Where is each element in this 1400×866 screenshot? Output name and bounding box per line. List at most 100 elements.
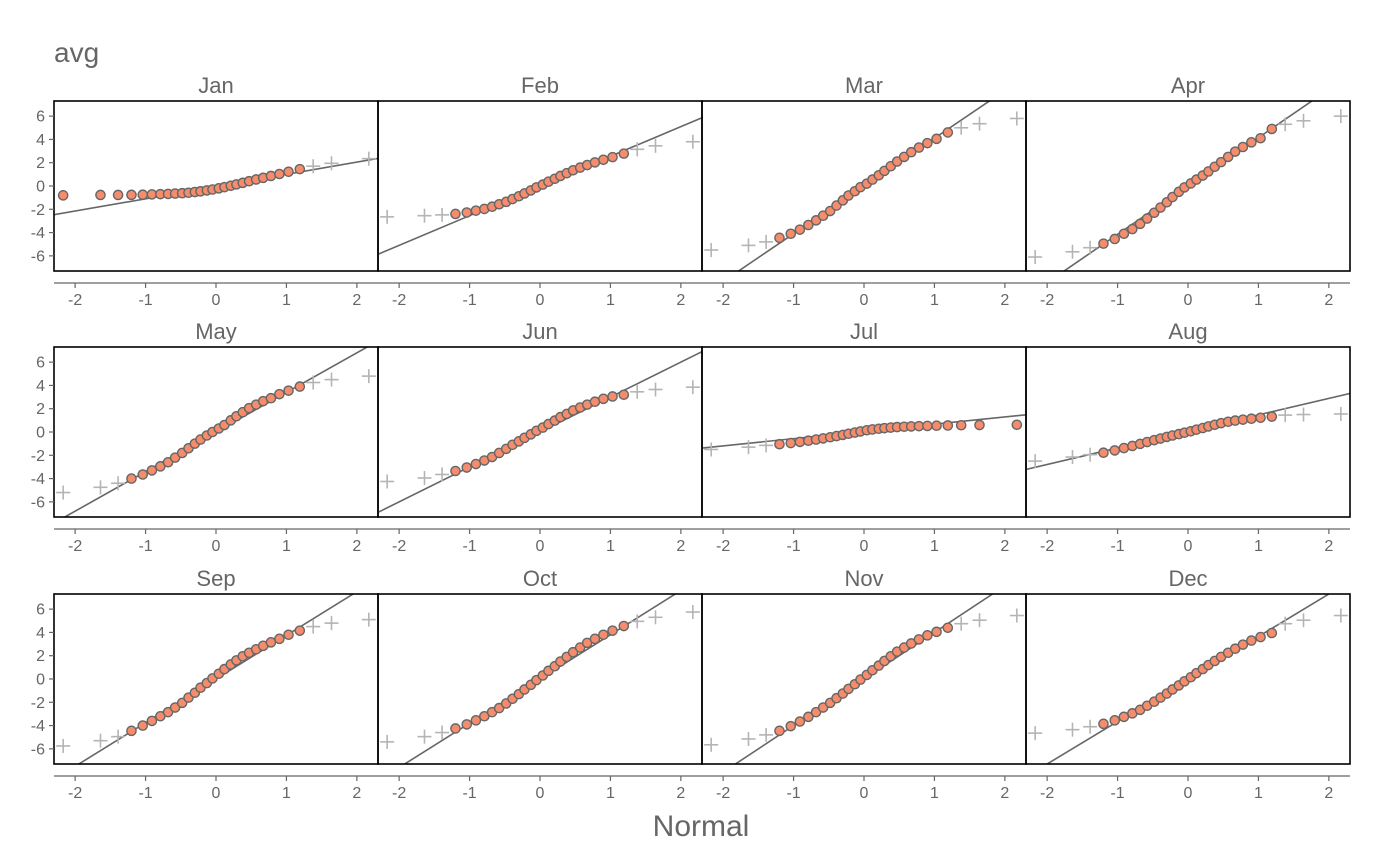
outlier-cross	[685, 134, 700, 149]
data-point	[922, 630, 933, 641]
outlier-cross	[1278, 408, 1293, 423]
data-point	[274, 168, 285, 180]
outlier-cross	[1065, 244, 1080, 259]
outlier-cross	[1028, 250, 1043, 265]
x-tick-label: 1	[1254, 785, 1263, 802]
x-tick-label: 2	[676, 292, 685, 309]
data-point	[1266, 123, 1278, 135]
data-point	[942, 622, 954, 634]
outlier-cross	[417, 470, 432, 485]
x-tick-label: 0	[212, 292, 221, 309]
x-tick-label: 0	[1184, 785, 1193, 802]
outlier-cross	[741, 731, 756, 746]
outlier-cross	[1083, 240, 1098, 255]
data-point	[1266, 411, 1278, 422]
outlier-cross	[648, 138, 663, 153]
strip-label: Jul	[850, 319, 878, 344]
x-tick-label: 0	[860, 538, 869, 555]
x-tick-label: -1	[1110, 785, 1124, 802]
x-tick-label: 0	[860, 785, 869, 802]
x-tick-label: 2	[352, 538, 361, 555]
x-tick-label: 0	[1184, 292, 1193, 309]
outlier-cross	[1083, 719, 1098, 734]
data-point	[1098, 447, 1109, 459]
panel-sep: Sep -6 -4 -2 0 2 4 6 -2 -1 0 1 2	[31, 566, 379, 802]
y-tick-label: 0	[36, 179, 45, 196]
outlier-cross	[1278, 616, 1293, 631]
data-point	[1118, 228, 1130, 240]
panel-apr: Apr -2 -1 0 1 2	[1025, 73, 1351, 309]
data-point	[146, 715, 158, 727]
panel-oct: Oct -2 -1 0 1 2	[377, 566, 703, 802]
outlier-cross	[56, 485, 71, 500]
data-point	[265, 170, 277, 182]
x-tick-label: -2	[716, 292, 730, 309]
x-tick-label: 1	[606, 292, 615, 309]
strip-label: Dec	[1168, 566, 1207, 591]
x-tick-label: 2	[676, 785, 685, 802]
x-tick-label: 1	[930, 785, 939, 802]
data-point	[607, 151, 618, 163]
x-tick-label: 1	[282, 538, 291, 555]
data-point	[1109, 233, 1121, 245]
x-tick-label: -2	[716, 785, 730, 802]
outlier-cross	[741, 238, 756, 253]
outlier-cross	[435, 725, 450, 740]
outlier-cross	[704, 243, 719, 258]
facet-panels: Jan -6 -4 -2 0 2 4 6 -2 -1 0 1 2 Feb -2 -1 0 1 2 Mar -2 -1 0 1 2…	[31, 73, 1351, 802]
data-point	[774, 725, 785, 737]
x-tick-label: 0	[536, 785, 545, 802]
y-tick-label: 6	[36, 109, 45, 126]
y-tick-label: -2	[31, 695, 45, 712]
x-tick-label: 2	[1324, 292, 1333, 309]
outlier-cross	[759, 438, 774, 453]
outlier-cross	[1296, 613, 1311, 628]
outlier-cross	[759, 727, 774, 742]
data-point	[942, 420, 954, 431]
outlier-cross	[1009, 608, 1024, 623]
x-tick-label: -2	[1040, 538, 1054, 555]
data-point	[598, 154, 609, 166]
data-point	[461, 462, 473, 473]
x-tick-label: -1	[786, 292, 800, 309]
x-tick-label: 2	[352, 292, 361, 309]
x-tick-label: -2	[68, 538, 82, 555]
y-tick-label: 6	[36, 355, 45, 372]
data-point	[618, 620, 630, 632]
data-point	[1255, 412, 1266, 424]
data-point	[955, 419, 967, 431]
data-point	[265, 392, 277, 404]
panel-border	[1025, 100, 1351, 272]
data-point	[1246, 137, 1257, 148]
outlier-cross	[704, 737, 719, 752]
x-tick-label: 2	[1324, 785, 1333, 802]
outlier-cross	[1028, 454, 1043, 469]
x-tick-label: -1	[1110, 292, 1124, 309]
x-tick-label: 1	[606, 785, 615, 802]
data-point	[1266, 627, 1278, 639]
data-point	[1215, 156, 1227, 168]
outlier-cross	[1278, 117, 1293, 132]
data-point	[942, 127, 954, 138]
data-point	[274, 633, 285, 645]
x-tick-label: 2	[1000, 292, 1009, 309]
data-point	[146, 465, 158, 476]
y-tick-label: -2	[31, 202, 45, 219]
data-point	[1255, 631, 1266, 643]
outlier-cross	[741, 440, 756, 455]
data-point	[461, 207, 473, 218]
x-tick-label: 0	[536, 538, 545, 555]
data-point	[1011, 419, 1023, 431]
y-tick-label: -2	[31, 448, 45, 465]
data-point	[1237, 639, 1249, 650]
y-tick-label: -4	[31, 471, 45, 488]
outlier-cross	[1333, 109, 1348, 124]
strip-label: May	[195, 319, 237, 344]
data-point	[1237, 414, 1249, 425]
data-point	[1246, 413, 1257, 425]
x-tick-label: 0	[212, 785, 221, 802]
outlier-cross	[685, 380, 700, 395]
x-tick-label: 0	[1184, 538, 1193, 555]
data-point	[450, 208, 461, 220]
outlier-cross	[1065, 722, 1080, 737]
